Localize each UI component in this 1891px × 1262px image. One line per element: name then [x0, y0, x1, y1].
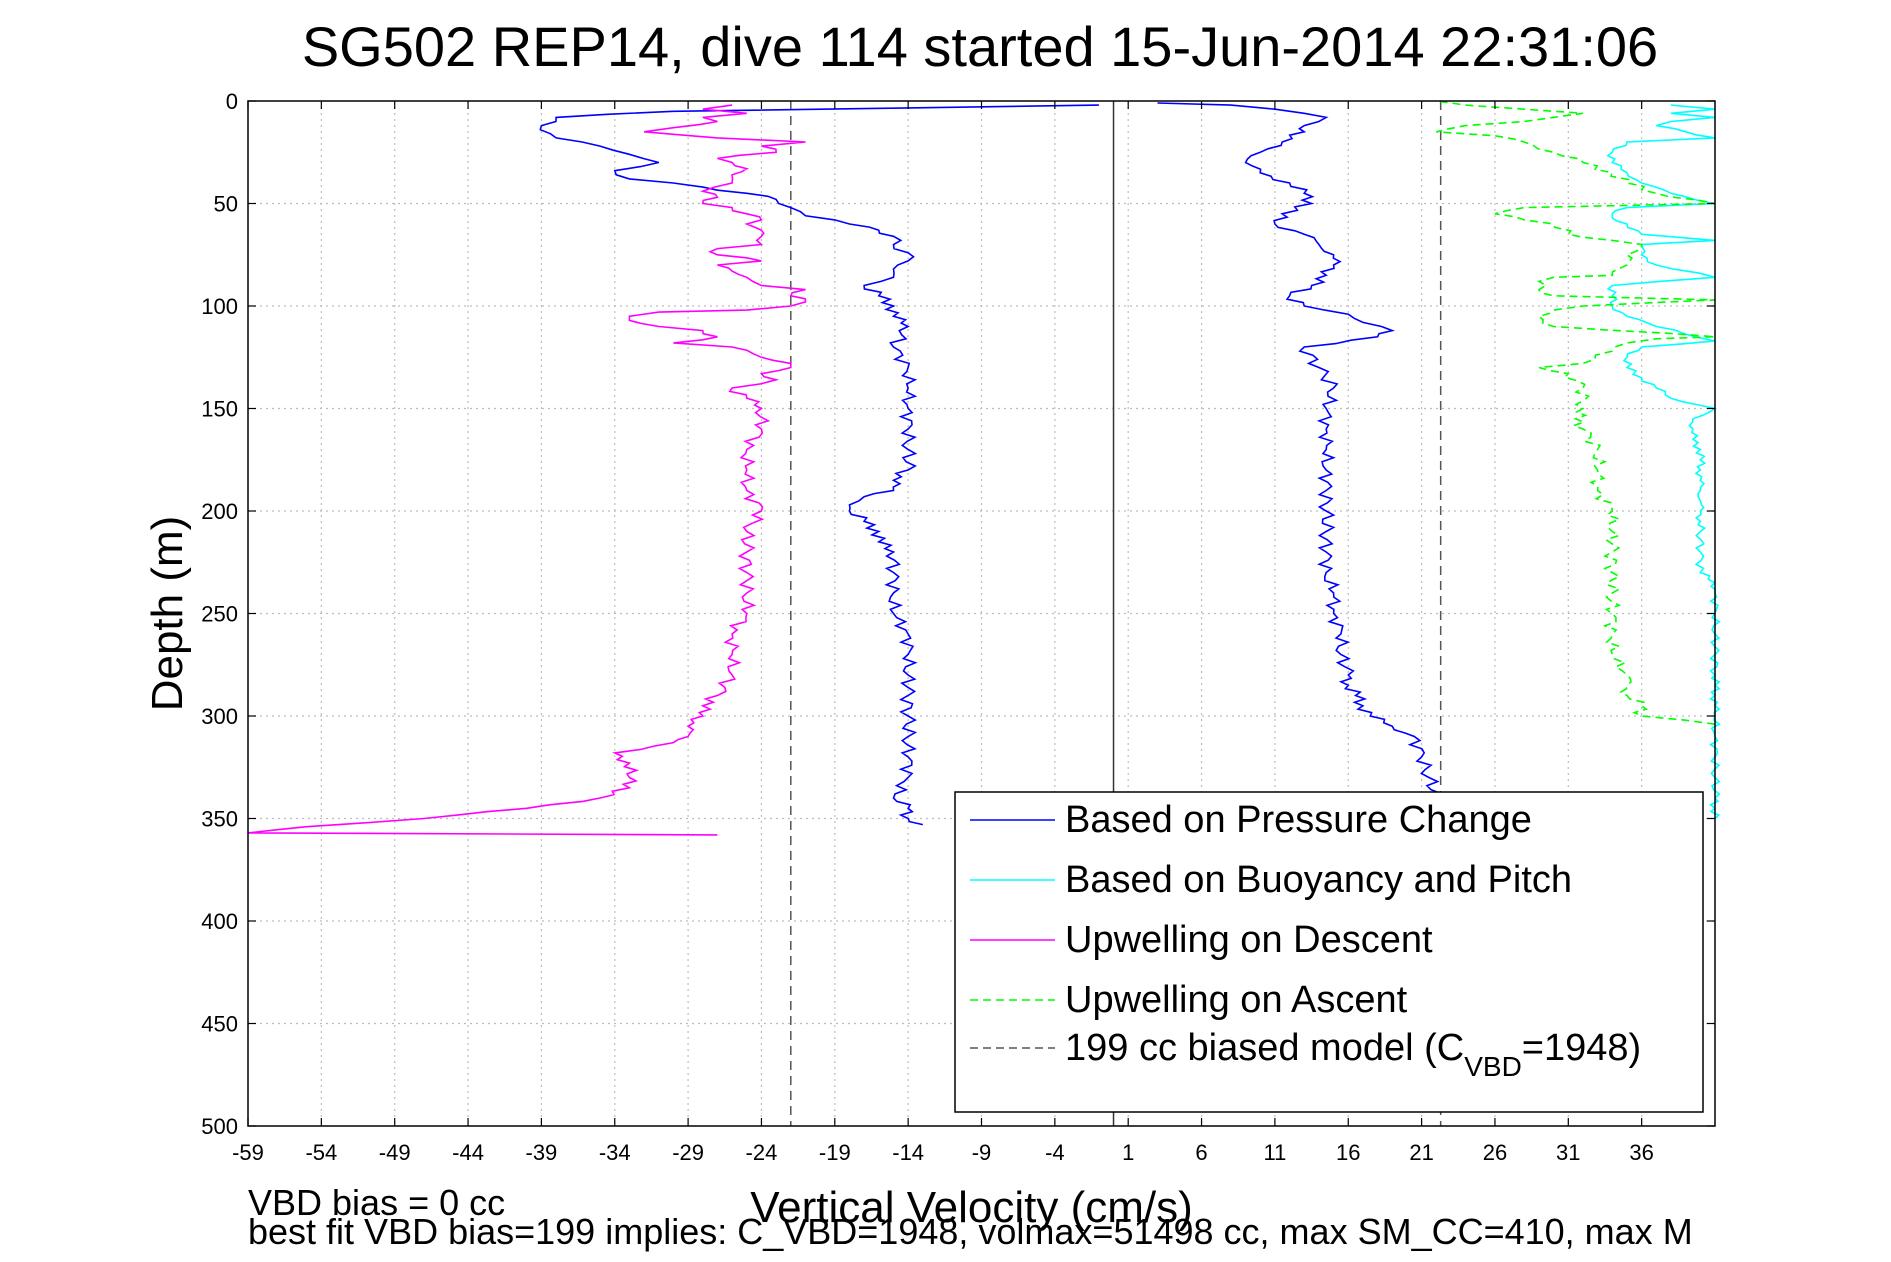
legend-label-main: 199 cc biased model (C	[1065, 1027, 1464, 1069]
x-tick-label: 16	[1336, 1140, 1360, 1165]
y-tick-label: 450	[201, 1012, 238, 1037]
x-tick-label: -54	[305, 1140, 337, 1165]
y-axis-ticks: 0 50 100 150 200 250 300 350 400 450 500	[201, 89, 1715, 1139]
y-tick-label: 300	[201, 704, 238, 729]
series-pressure-ascent	[1157, 102, 1444, 826]
x-tick-label: -39	[526, 1140, 558, 1165]
x-tick-label: -24	[746, 1140, 778, 1165]
legend-label-pressure: Based on Pressure Change	[1065, 799, 1532, 841]
y-tick-label: 100	[201, 294, 238, 319]
x-tick-label: 1	[1122, 1140, 1134, 1165]
legend-label-desc: Upwelling on Descent	[1065, 919, 1433, 961]
x-tick-label: 36	[1629, 1140, 1653, 1165]
y-tick-label: 150	[201, 397, 238, 422]
x-tick-label: 26	[1483, 1140, 1507, 1165]
x-tick-label: -59	[232, 1140, 264, 1165]
y-tick-label: 400	[201, 909, 238, 934]
y-axis-label: Depth (m)	[143, 516, 192, 712]
legend-label-subscript: VBD	[1464, 1051, 1522, 1082]
x-tick-label: -34	[599, 1140, 631, 1165]
legend: Based on Pressure Change Based on Buoyanc…	[954, 791, 1704, 1113]
x-tick-label: -44	[452, 1140, 484, 1165]
y-tick-label: 350	[201, 807, 238, 832]
x-tick-label: 31	[1556, 1140, 1580, 1165]
x-tick-label: -49	[379, 1140, 411, 1165]
legend-box	[954, 791, 1704, 1113]
y-tick-label: 500	[201, 1114, 238, 1139]
series-desc	[247, 104, 807, 836]
x-axis-ticks: -59 -54 -49 -44 -39 -34 -29 -24 -19 -14 -9 -4 1 6 11 16…	[232, 101, 1654, 1165]
y-tick-label: 200	[201, 499, 238, 524]
y-tick-label: 50	[214, 192, 238, 217]
series-buoyancy	[1606, 104, 1721, 820]
y-tick-label: 250	[201, 602, 238, 627]
x-tick-label: -14	[892, 1140, 924, 1165]
x-tick-label: 11	[1263, 1140, 1286, 1165]
legend-label-end: =1948)	[1522, 1027, 1641, 1069]
series-asc	[1436, 100, 1716, 725]
x-tick-label: -4	[1045, 1140, 1065, 1165]
x-tick-label: -29	[672, 1140, 704, 1165]
legend-label-model: 199 cc biased model (CVBD=1948)	[1065, 1027, 1641, 1082]
x-tick-label: 6	[1195, 1140, 1207, 1165]
x-tick-label: -19	[819, 1140, 851, 1165]
x-tick-label: -9	[972, 1140, 992, 1165]
footer-best-fit: best fit VBD bias=199 implies: C_VBD=194…	[248, 1211, 1693, 1252]
series-pressure-descent	[539, 104, 1099, 826]
legend-label-buoyancy: Based on Buoyancy and Pitch	[1065, 859, 1572, 901]
y-tick-label: 0	[226, 89, 238, 114]
legend-label-asc: Upwelling on Ascent	[1065, 979, 1408, 1021]
x-tick-label: 21	[1409, 1140, 1433, 1165]
chart-title: SG502 REP14, dive 114 started 15-Jun-201…	[302, 15, 1658, 78]
x-axis-label: Vertical Velocity (cm/s)	[750, 1183, 1193, 1232]
footer-vbd-bias: VBD bias = 0 cc	[248, 1182, 505, 1223]
plot-series	[247, 100, 1721, 836]
